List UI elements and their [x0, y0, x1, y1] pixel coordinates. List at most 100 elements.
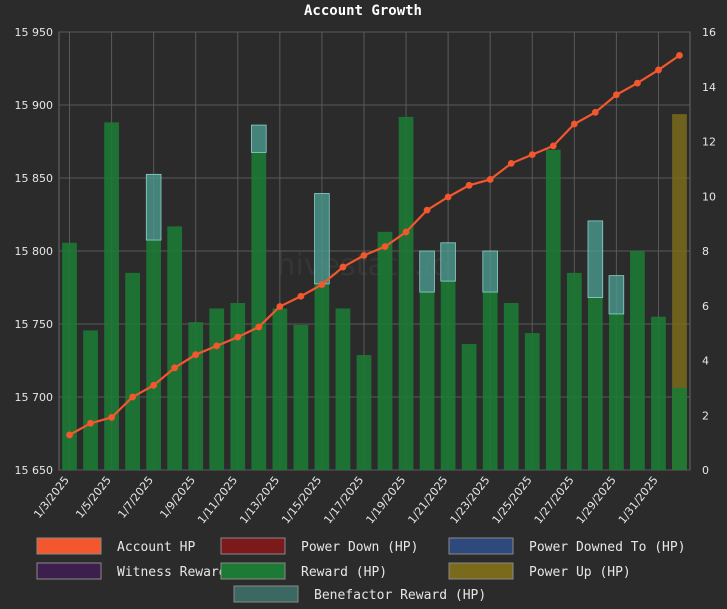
- reward-bar: [419, 292, 435, 470]
- reward-bar: [482, 292, 498, 470]
- account-hp-point: [108, 414, 115, 421]
- legend-swatch: [36, 562, 102, 580]
- account-hp-point: [612, 91, 620, 99]
- account-hp-point: [634, 79, 641, 87]
- account-hp-point: [591, 108, 599, 116]
- account-hp-point: [360, 251, 368, 259]
- legend-swatch: [220, 562, 286, 580]
- legend-swatch: [448, 562, 514, 580]
- account-hp-point: [486, 176, 494, 183]
- benefactor-reward-bar: [440, 242, 456, 282]
- reward-bar: [314, 283, 330, 470]
- legend-label: Benefactor Reward (HP): [314, 588, 486, 603]
- left-axis-tick-label: 15 950: [15, 26, 54, 39]
- right-axis-tick-label: 2: [702, 409, 709, 422]
- account-hp-point: [423, 206, 431, 214]
- account-hp-point: [213, 342, 221, 350]
- power-up-bar: [672, 114, 687, 470]
- reward-bar: [587, 297, 603, 470]
- legend-label: Power Down (HP): [301, 540, 418, 555]
- right-axis-tick-label: 12: [702, 136, 716, 149]
- reward-bar: [83, 330, 98, 470]
- reward-bar: [125, 272, 140, 470]
- account-hp-point: [570, 120, 578, 128]
- account-hp-point: [465, 181, 473, 189]
- benefactor-reward-bar: [314, 193, 330, 285]
- right-axis-tick-label: 14: [702, 81, 716, 94]
- left-axis-tick-label: 15 850: [15, 172, 54, 185]
- account-hp-point: [297, 292, 305, 300]
- benefactor-reward-bar: [251, 124, 267, 153]
- left-axis-tick-label: 15 700: [15, 391, 54, 404]
- account-hp-line: [66, 51, 683, 439]
- reward-bar: [188, 322, 204, 470]
- reward-bar: [209, 308, 225, 470]
- legend-label: Account HP: [117, 540, 195, 555]
- account-hp-point: [402, 228, 410, 236]
- reward-bar: [230, 303, 246, 470]
- reward-bar: [630, 251, 645, 470]
- reward-bar: [167, 226, 183, 470]
- reward-bar: [104, 122, 119, 471]
- reward-bar: [62, 242, 77, 470]
- reward-bar: [146, 240, 162, 470]
- bar-series: [62, 114, 687, 471]
- left-axis-tick-label: 15 750: [15, 318, 54, 331]
- reward-bar: [461, 344, 477, 470]
- right-axis-tick-label: 4: [702, 355, 709, 368]
- right-axis-tick-label: 16: [702, 26, 716, 39]
- legend-label: Power Downed To (HP): [529, 540, 686, 555]
- right-axis-tick-label: 0: [702, 464, 709, 477]
- account-hp-point: [150, 381, 158, 389]
- left-axis-tick-label: 15 800: [15, 245, 54, 258]
- reward-bar: [672, 387, 687, 470]
- reward-bar: [651, 316, 666, 470]
- benefactor-reward-bar: [587, 220, 604, 298]
- reward-bar: [566, 272, 582, 470]
- account-hp-polyline: [68, 54, 681, 436]
- account-hp-point: [171, 364, 179, 372]
- reward-bar: [377, 231, 393, 470]
- legend-swatch: [36, 537, 102, 555]
- right-axis-tick-label: 8: [702, 245, 709, 258]
- account-hp-point: [549, 142, 557, 150]
- legend-swatch: [233, 585, 299, 603]
- account-hp-point: [318, 281, 326, 288]
- reward-bar: [272, 308, 288, 470]
- account-hp-point: [528, 151, 536, 159]
- legend: Account HP Power Down (HP) Power Downed To…: [36, 537, 686, 603]
- reward-bar: [609, 313, 624, 470]
- benefactor-reward-bar: [145, 173, 162, 241]
- account-hp-point: [444, 193, 452, 201]
- account-hp-point: [655, 66, 662, 74]
- benefactor-reward-bar: [482, 250, 498, 293]
- reward-bar: [524, 333, 540, 470]
- account-hp-point: [234, 333, 242, 341]
- right-axis-tick-label: 10: [702, 190, 716, 203]
- benefactor-reward-bar: [419, 250, 435, 293]
- reward-bar: [335, 308, 351, 470]
- legend-swatch: [220, 537, 286, 555]
- left-axis-tick-label: 15 650: [15, 464, 54, 477]
- account-hp-point: [381, 243, 389, 251]
- reward-bar: [545, 149, 561, 470]
- legend-label: Power Up (HP): [529, 565, 631, 580]
- account-hp-point: [676, 51, 683, 59]
- chart-title: Account Growth: [304, 3, 422, 19]
- account-hp-point: [255, 323, 263, 331]
- reward-bar: [503, 303, 519, 470]
- account-hp-point: [339, 263, 347, 271]
- right-axis-tick-label: 6: [702, 300, 709, 313]
- benefactor-reward-bar: [608, 275, 625, 315]
- account-hp-point: [87, 419, 94, 427]
- account-hp-point: [507, 160, 515, 167]
- account-hp-point: [129, 393, 137, 401]
- reward-bar: [251, 152, 267, 470]
- reward-bar: [356, 355, 372, 470]
- reward-bar: [398, 116, 414, 471]
- account-hp-point: [192, 351, 200, 359]
- left-axis-tick-label: 15 900: [15, 99, 54, 112]
- legend-label: Reward (HP): [301, 565, 387, 580]
